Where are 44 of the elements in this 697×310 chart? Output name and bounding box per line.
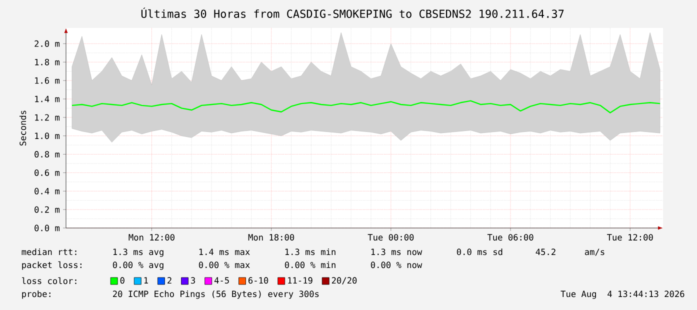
y-tick-label: 0.0 m: [34, 224, 60, 232]
y-tick-label: 0.2 m: [34, 206, 60, 213]
legend-label: 6-10: [248, 277, 268, 284]
line-series: [71, 100, 661, 114]
y-tick-label: 1.6 m: [35, 77, 60, 84]
text: 20 ICMP Echo Pings (56 Bytes) every 300s: [113, 290, 319, 299]
text: packet loss:: [22, 261, 82, 270]
text: 1.3 ms min: [285, 248, 336, 256]
text: 0.00 % now: [370, 262, 422, 268]
legend-label: 3: [191, 277, 195, 284]
text: Tue Aug 4 13:44:13 2026: [560, 290, 684, 299]
y-tick-label: 1.0 m: [35, 132, 60, 140]
text: median rtt:: [22, 248, 76, 256]
y-tick-label: 1.8 m: [35, 58, 60, 66]
y-tick-label: 1.4 m: [35, 96, 60, 102]
y-tick-label: 0.4 m: [34, 188, 60, 194]
text: 1.3 ms now: [371, 248, 422, 256]
text: 0.00 % max: [198, 262, 250, 268]
text: loss color:: [22, 277, 76, 284]
legend-label: 0: [120, 277, 124, 284]
text: 45.2: [536, 248, 556, 256]
x-tick-label: Tue 06:00: [487, 234, 534, 241]
y-axis-title: Seconds: [19, 110, 26, 146]
legend-label: 11-19: [288, 277, 312, 284]
legend-label: 20/20: [332, 277, 357, 284]
text: am/s: [584, 248, 604, 256]
text: 0.00 % min: [284, 261, 336, 268]
text: 1.3 ms avg: [113, 248, 164, 257]
legend-label: 2: [168, 277, 172, 284]
chart-title: Últimas 30 Horas from CASDIG-SMOKEPING to CBSEDNS2 190.211.64.37: [141, 8, 564, 18]
text: 1.4 ms max: [199, 248, 250, 256]
x-tick-label: Mon 18:00: [248, 234, 294, 241]
text: 0.00 % avg: [112, 262, 164, 270]
legend-label: 1: [144, 277, 148, 284]
y-tick-label: 1.2 m: [35, 114, 60, 121]
y-tick-label: 2.0 m: [34, 40, 60, 47]
y-tick-label: 0.8 m: [34, 151, 60, 158]
x-tick-label: Tue 12:00: [607, 234, 653, 241]
x-tick-label: Mon 12:00: [128, 234, 174, 241]
y-tick-label: 0.6 m: [34, 169, 60, 176]
legend-label: 4-5: [214, 277, 229, 284]
text: 0.0 ms sd: [456, 248, 502, 256]
text: probe:: [22, 290, 50, 299]
x-tick-label: Tue 00:00: [368, 234, 414, 241]
